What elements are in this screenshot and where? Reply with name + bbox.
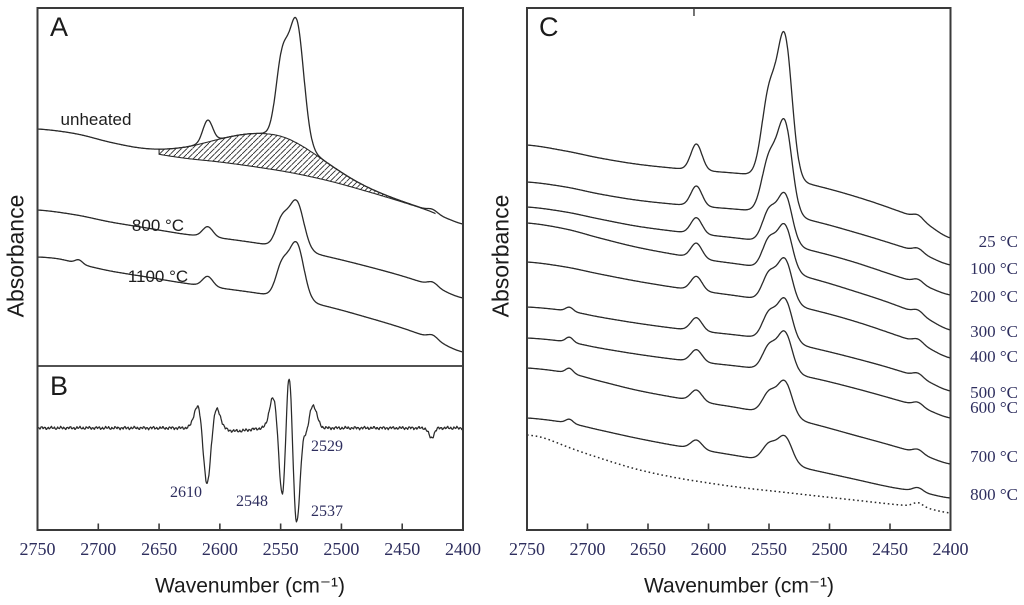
panel-c-curves [527,30,951,514]
x-axis-label-right: Wavenumber (cm⁻¹) [644,574,834,598]
spectrum-100 °C [527,117,951,266]
temperature-label: 200 °C [970,287,1018,306]
x-tick-label: 2700 [80,539,117,559]
spectrum-700 °C [527,367,951,465]
panel-a-curves [37,16,463,353]
x-tick-label: 2450 [872,539,908,559]
spectrum-600 °C [527,330,951,419]
temperature-label: 25 °C [978,232,1018,251]
x-tick-label: 2700 [569,539,606,559]
spectrum-25 °C [527,30,951,239]
right-panel-box [526,7,952,531]
temperature-label: 600 °C [970,398,1018,417]
temperature-label: 400 °C [970,347,1018,366]
temperature-label: 800 °C [970,485,1018,504]
x-tick-label: 2500 [811,539,848,559]
x-tick-label: 2650 [630,539,666,559]
x-tick-label: 2750 [19,539,56,559]
left-panel-box [36,7,464,531]
curve-label: 800 °C [131,216,185,235]
x-tick-label: 2600 [690,539,727,559]
curve-label: unheated [60,110,132,129]
panel-a-label: A [50,12,69,42]
spectrum-dotted-baseline [527,434,951,514]
y-axis-label-right: Absorbance [487,194,514,318]
panel-b-label: B [50,371,69,401]
peak-label: 2537 [311,503,343,520]
spectrum-800 °C [527,417,951,499]
peak-label: 2529 [311,438,343,455]
x-tick-label: 2550 [262,539,299,559]
panel-c-label: C [539,12,559,42]
spectrum-400 °C [527,257,951,359]
x-tick-label: 2400 [445,539,481,559]
temperature-label: 300 °C [970,322,1018,341]
x-tick-label: 2600 [201,539,238,559]
spectrum-200 °C [527,191,951,296]
x-tick-label: 2400 [932,539,969,559]
x-axis-label-left: Wavenumber (cm⁻¹) [155,574,345,598]
panel-b-curves [37,378,463,523]
spectrum-800 °C [37,199,463,299]
temperature-label: 100 °C [970,259,1018,278]
x-tick-label: 2450 [384,539,421,559]
difference-spectrum [37,378,463,523]
temperature-label: 500 °C [970,383,1018,402]
peak-label: 2610 [170,484,202,501]
x-tick-label: 2550 [751,539,787,559]
temperature-label: 700 °C [970,447,1018,466]
spectrum-500 °C [527,297,951,392]
y-axis-label-left: Absorbance [2,194,29,318]
peak-label: 2548 [236,493,268,510]
curve-label: 1100 °C [127,267,189,286]
x-tick-label: 2500 [323,539,360,559]
x-tick-label: 2650 [141,539,178,559]
x-tick-label: 2750 [509,539,545,559]
spectrum-1100 °C [37,240,463,353]
spectrum-unheated [37,16,463,225]
spectrum-300 °C [527,222,951,331]
